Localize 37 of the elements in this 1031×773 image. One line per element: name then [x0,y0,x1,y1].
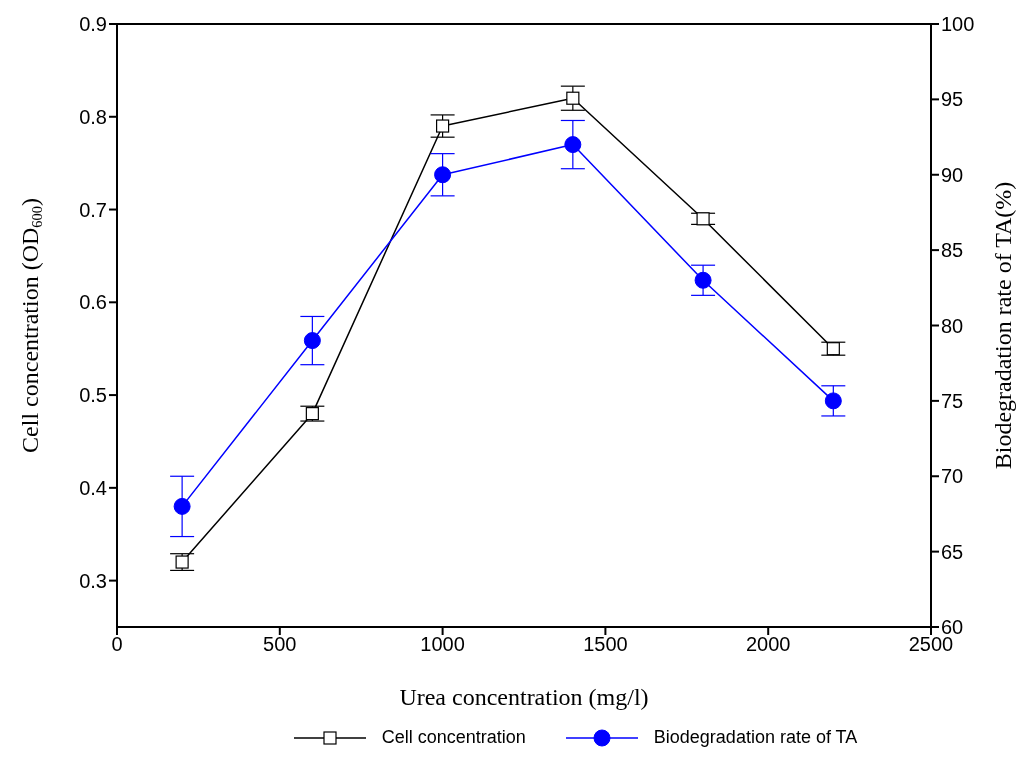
y2-tick-label: 80 [941,314,964,337]
legend-label: Cell concentration [381,727,526,748]
point [696,212,710,226]
x-tick-label: 1500 [583,633,628,656]
point [305,407,319,421]
y2-tick-label: 100 [941,13,975,36]
x-tick-label: 0 [111,633,123,656]
y-tick-label: 0.3 [79,569,107,592]
y-tick-label: 0.8 [79,105,107,128]
x-tick-label: 2000 [745,633,791,656]
y2-axis-title: Biodegradation rate of TA(%) [990,181,1016,470]
legend-label: Biodegradation rate of TA [653,727,858,748]
y2-tick-label: 85 [941,239,964,262]
x-tick-label: 500 [263,633,297,656]
point [566,91,580,105]
y-tick-label: 0.9 [79,13,107,36]
point [173,497,191,515]
point [175,555,189,569]
y2-tick-label: 95 [941,88,964,111]
y-tick-label: 0.5 [79,384,107,407]
point [564,136,582,154]
x-axis-title: Urea concentration (mg/l) [399,684,649,710]
y2-tick-label: 75 [941,389,964,412]
point [303,332,321,350]
x-tick-label: 1000 [420,633,465,656]
y2-tick-label: 90 [941,163,964,186]
y-tick-label: 0.7 [79,198,107,221]
y-tick-label: 0.6 [79,291,107,314]
y2-tick-label: 70 [941,465,964,488]
y2-tick-label: 65 [941,540,964,563]
point [826,342,840,356]
y-tick-label: 0.4 [79,476,107,499]
point [824,392,842,410]
point [436,119,450,133]
x-tick-label: 2500 [908,633,954,656]
point [434,166,452,184]
point [694,271,712,289]
